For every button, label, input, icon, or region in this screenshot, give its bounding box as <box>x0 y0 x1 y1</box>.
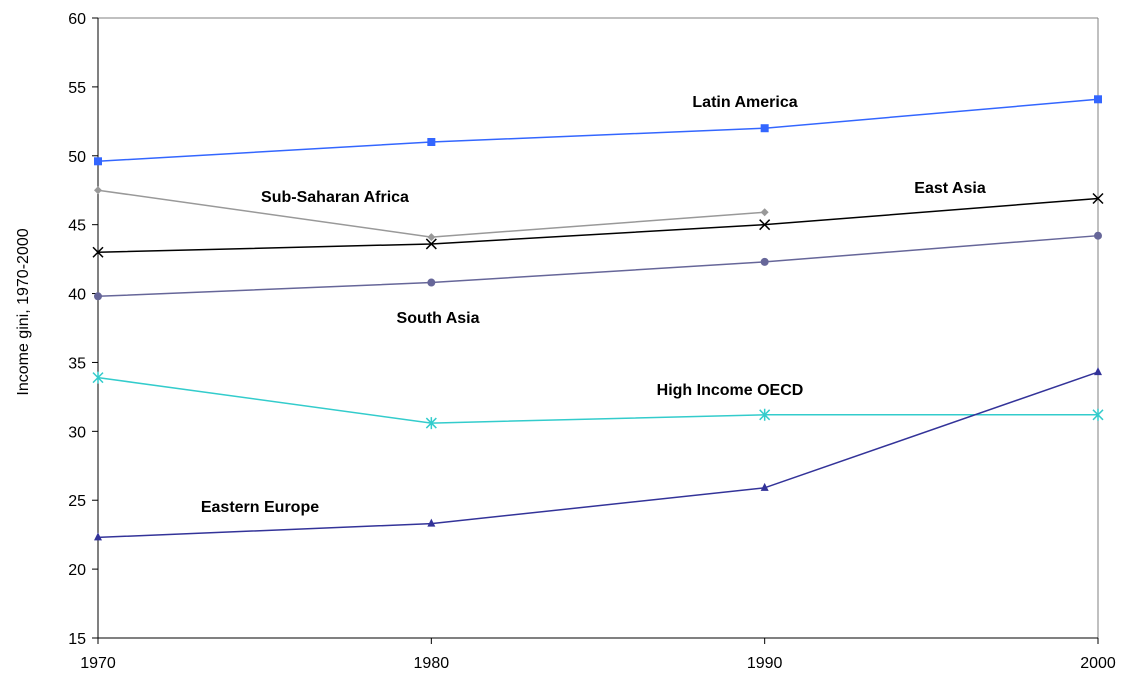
y-axis-ticks: 15 20 25 30 35 40 45 50 55 60 <box>68 11 98 648</box>
data-point <box>94 292 102 301</box>
y-tick-label: 45 <box>68 218 86 235</box>
series-east-asia <box>92 192 1104 258</box>
data-point <box>1092 408 1104 421</box>
data-point <box>427 233 436 242</box>
data-point <box>427 278 436 287</box>
data-point <box>759 408 771 421</box>
series-high-income-oecd <box>92 371 1104 430</box>
x-tick-label: 1970 <box>80 655 116 672</box>
y-tick-label: 15 <box>68 631 86 648</box>
series-label: South Asia <box>397 310 480 327</box>
series-south-asia <box>94 231 1102 301</box>
series-label: Eastern Europe <box>201 499 319 516</box>
data-point <box>760 482 769 491</box>
x-axis-ticks: 1970 1980 1990 2000 <box>80 638 1116 672</box>
data-point <box>1092 192 1104 205</box>
series-label: High Income OECD <box>657 382 804 399</box>
y-tick-label: 50 <box>68 149 86 166</box>
series-latin-america <box>94 95 1102 166</box>
plot-frame <box>97 17 1099 639</box>
series-eastern-europe <box>94 367 1102 541</box>
data-point <box>92 371 104 384</box>
series-line <box>97 234 1099 298</box>
data-point <box>1094 367 1102 376</box>
data-point <box>425 238 437 250</box>
y-tick-label: 25 <box>68 493 86 510</box>
series-labels: Latin America Sub-Saharan Africa East Asia… <box>201 94 986 516</box>
y-tick-label: 30 <box>68 424 86 441</box>
data-point <box>760 208 769 217</box>
data-point <box>427 518 436 527</box>
series-line <box>97 376 1098 424</box>
data-point <box>1094 95 1102 104</box>
y-tick-label: 60 <box>68 11 86 28</box>
series-line <box>97 197 1099 253</box>
data-point <box>760 124 769 133</box>
x-tick-label: 1980 <box>414 655 450 672</box>
y-tick-label: 35 <box>68 355 86 372</box>
data-point <box>94 186 102 195</box>
series-line <box>97 371 1099 539</box>
series-sub-saharan-africa <box>94 186 769 242</box>
data-point <box>94 532 102 541</box>
series-label: Sub-Saharan Africa <box>261 189 409 206</box>
y-axis-title: Income gini, 1970-2000 <box>15 228 32 395</box>
series-layer <box>92 95 1104 541</box>
series-label: East Asia <box>914 180 986 197</box>
data-point <box>94 157 102 166</box>
data-point <box>427 138 436 146</box>
data-point <box>760 257 769 266</box>
y-tick-label: 40 <box>68 287 86 304</box>
y-tick-label: 20 <box>68 562 86 579</box>
series-label: Latin America <box>692 94 797 111</box>
data-point <box>759 219 771 231</box>
series-line <box>97 98 1099 163</box>
y-tick-label: 55 <box>68 80 86 97</box>
x-tick-label: 1990 <box>747 655 783 672</box>
x-tick-label: 2000 <box>1080 655 1116 672</box>
data-point <box>92 246 104 258</box>
data-point <box>1094 231 1102 240</box>
data-point <box>425 417 437 430</box>
